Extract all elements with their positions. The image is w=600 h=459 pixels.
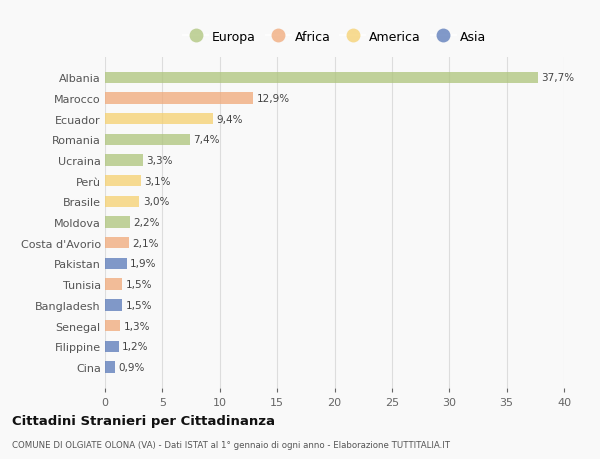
Text: 37,7%: 37,7%	[541, 73, 574, 83]
Text: 9,4%: 9,4%	[217, 114, 243, 124]
Text: 2,1%: 2,1%	[133, 238, 159, 248]
Text: 1,5%: 1,5%	[125, 280, 152, 290]
Text: 1,2%: 1,2%	[122, 341, 149, 352]
Text: 3,3%: 3,3%	[146, 156, 173, 166]
Legend: Europa, Africa, America, Asia: Europa, Africa, America, Asia	[178, 26, 491, 49]
Text: 12,9%: 12,9%	[256, 94, 290, 104]
Text: 2,2%: 2,2%	[134, 218, 160, 228]
Bar	[105, 238, 129, 249]
Bar	[105, 217, 130, 228]
Bar	[105, 341, 119, 352]
Bar	[105, 114, 213, 125]
Text: Cittadini Stranieri per Cittadinanza: Cittadini Stranieri per Cittadinanza	[12, 414, 275, 428]
Bar	[105, 300, 122, 311]
Bar	[105, 320, 120, 331]
Text: 1,5%: 1,5%	[125, 300, 152, 310]
Bar	[105, 73, 538, 84]
Bar	[105, 134, 190, 146]
Text: COMUNE DI OLGIATE OLONA (VA) - Dati ISTAT al 1° gennaio di ogni anno - Elaborazi: COMUNE DI OLGIATE OLONA (VA) - Dati ISTA…	[12, 441, 450, 449]
Text: 3,0%: 3,0%	[143, 197, 169, 207]
Bar	[105, 362, 115, 373]
Text: 3,1%: 3,1%	[144, 176, 170, 186]
Bar	[105, 155, 143, 166]
Bar	[105, 258, 127, 269]
Text: 7,4%: 7,4%	[193, 135, 220, 145]
Bar	[105, 93, 253, 104]
Bar	[105, 176, 140, 187]
Bar	[105, 279, 122, 290]
Text: 1,3%: 1,3%	[124, 321, 150, 331]
Text: 1,9%: 1,9%	[130, 259, 157, 269]
Text: 0,9%: 0,9%	[119, 362, 145, 372]
Bar	[105, 196, 139, 207]
